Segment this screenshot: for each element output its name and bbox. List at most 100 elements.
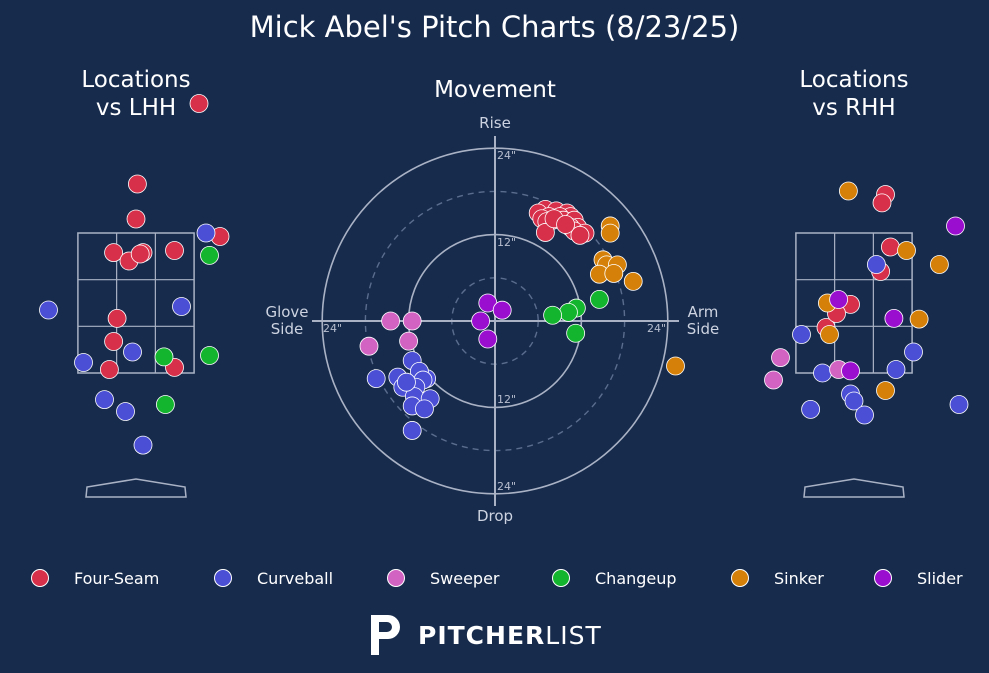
ring-label-bottom-12: 12": [497, 393, 517, 406]
movement-point-sweeper: [399, 331, 419, 351]
lhh-point-curveball: [123, 342, 142, 362]
movement-point-slider: [492, 300, 512, 320]
legend-item-slider: Slider: [874, 566, 963, 590]
movement-axis-left-line2: Side: [270, 320, 304, 338]
legend-label-slider: Slider: [917, 568, 963, 588]
lhh-point-four-seam: [107, 308, 127, 328]
lhh-title-line1: Locations: [81, 67, 191, 93]
legend-item-four-seam: Four-Seam: [31, 566, 159, 590]
rhh-panel-title: Locations vs RHH: [754, 66, 954, 122]
legend-swatch-changeup: [552, 569, 570, 587]
movement-point-four-seam: [536, 223, 555, 242]
legend-swatch-sweeper: [387, 569, 405, 587]
rhh-title-line2: vs RHH: [812, 95, 896, 121]
movement-point-slider: [471, 311, 491, 331]
legend-label-sinker: Sinker: [774, 568, 824, 588]
lhh-point-four-seam: [165, 241, 184, 260]
movement-point-curveball: [402, 421, 422, 440]
rhh-point-slider: [841, 361, 860, 381]
movement-point-curveball: [415, 399, 434, 419]
movement-axis-top-label: Rise: [479, 114, 511, 132]
movement-axis-right-label: Arm Side: [673, 304, 733, 338]
lhh-point-curveball: [133, 435, 153, 455]
lhh-point-curveball: [116, 402, 135, 421]
legend-item-curveball: Curveball: [214, 566, 333, 590]
rhh-point-curveball: [792, 325, 811, 344]
brand-light-text: LIST: [545, 620, 602, 650]
lhh-point-curveball: [39, 300, 58, 320]
rhh-point-sinker: [820, 325, 839, 344]
lhh-point-four-seam: [130, 244, 150, 264]
movement-point-sweeper: [381, 311, 401, 331]
lhh-point-four-seam: [127, 174, 147, 194]
lhh-home-plate: [85, 478, 187, 498]
lhh-panel-title: Locations vs LHH: [36, 66, 236, 122]
legend-item-changeup: Changeup: [552, 566, 677, 590]
rhh-point-curveball: [904, 342, 923, 362]
movement-point-slider: [478, 329, 498, 349]
lhh-point-changeup: [200, 245, 219, 265]
movement-plot: [312, 136, 679, 506]
lhh-strike-zone: [77, 232, 195, 374]
legend-swatch-slider: [874, 569, 892, 587]
lhh-point-changeup: [154, 347, 174, 367]
ring-label-left-24: 24": [323, 322, 343, 335]
rhh-point-slider: [884, 308, 904, 328]
legend-item-sinker: Sinker: [731, 566, 824, 590]
rhh-point-curveball: [801, 399, 820, 419]
lhh-point-changeup: [200, 346, 219, 365]
rhh-point-four-seam: [872, 193, 892, 213]
rhh-point-sweeper: [771, 348, 790, 368]
movement-axis-bottom-label: Drop: [476, 507, 514, 525]
legend-swatch-four-seam: [31, 569, 49, 587]
movement-point-sweeper: [402, 311, 422, 331]
movement-point-changeup: [566, 323, 586, 343]
pitcherlist-p-icon: [371, 615, 400, 655]
movement-point-four-seam: [570, 225, 590, 245]
legend-swatch-sinker: [731, 569, 749, 587]
pitcherlist-logo: PITCHERLIST: [368, 612, 602, 658]
ring-label-top-24: 24": [497, 149, 517, 162]
rhh-point-four-seam: [881, 237, 900, 257]
movement-point-curveball: [397, 372, 416, 392]
legend-label-changeup: Changeup: [595, 568, 677, 588]
legend-label-sweeper: Sweeper: [430, 568, 500, 588]
ring-label-bottom-24: 24": [497, 480, 517, 493]
legend-label-four-seam: Four-Seam: [74, 568, 160, 588]
movement-point-curveball: [366, 369, 386, 389]
movement-axis-right-line1: Arm: [687, 303, 719, 321]
lhh-point-curveball: [95, 390, 114, 410]
rhh-point-slider: [946, 216, 965, 236]
lhh-title-line2: vs LHH: [95, 95, 177, 121]
rhh-point-sinker: [666, 356, 685, 376]
movement-point-changeup: [590, 289, 609, 309]
rhh-point-sinker: [909, 309, 929, 329]
locations-vs-lhh-plot: [39, 94, 230, 498]
lhh-point-four-seam: [104, 332, 123, 351]
rhh-point-curveball: [886, 360, 906, 379]
rhh-point-sinker: [897, 241, 916, 260]
legend-item-sweeper: Sweeper: [387, 566, 500, 590]
pitcherlist-wordmark: PITCHERLIST: [418, 621, 602, 650]
ring-label-right-24: 24": [647, 322, 667, 335]
legend: Four-Seam Curveball Sweeper Changeup Sinker S…: [0, 566, 989, 590]
chart-title: Mick Abel's Pitch Charts (8/23/25): [249, 10, 740, 44]
lhh-point-curveball: [172, 297, 191, 316]
lhh-point-four-seam: [126, 209, 146, 229]
rhh-point-curveball: [813, 363, 832, 383]
lhh-point-curveball: [196, 223, 216, 243]
movement-point-sweeper: [359, 336, 379, 356]
movement-point-changeup: [543, 305, 562, 325]
rhh-point-sweeper: [764, 370, 783, 390]
lhh-point-four-seam: [104, 243, 123, 263]
rhh-point-curveball: [855, 405, 874, 425]
rhh-point-curveball: [867, 255, 886, 274]
lhh-point-curveball: [74, 353, 93, 372]
movement-point-four-seam: [556, 215, 575, 234]
movement-axis-right-line2: Side: [686, 320, 720, 338]
rhh-point-sinker: [839, 181, 858, 201]
rhh-point-slider: [829, 290, 848, 309]
brand-bold-text: PITCHER: [418, 620, 546, 650]
lhh-point-changeup: [155, 395, 175, 414]
